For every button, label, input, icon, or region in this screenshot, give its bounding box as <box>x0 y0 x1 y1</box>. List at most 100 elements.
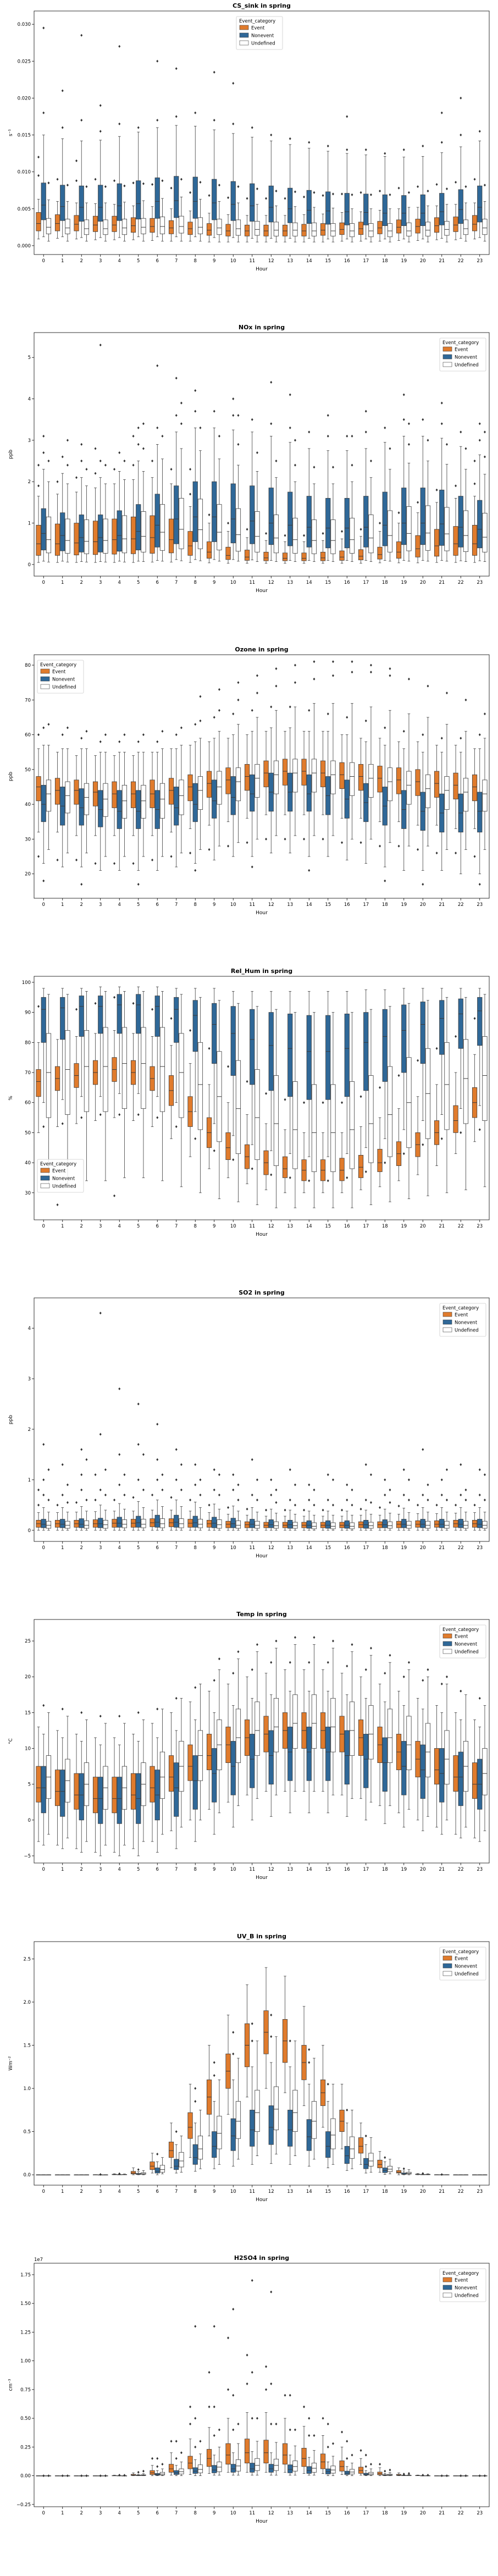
box <box>387 223 393 237</box>
box <box>363 496 369 548</box>
outlier-point <box>478 733 481 736</box>
outlier-point <box>75 476 78 479</box>
outlier-point <box>99 460 102 463</box>
box <box>368 764 374 798</box>
box <box>235 1709 241 1764</box>
outlier-point <box>232 2052 235 2055</box>
outlier-point <box>270 1478 273 1482</box>
legend-swatch <box>442 2292 452 2298</box>
box <box>41 183 46 220</box>
x-tick-label: 2 <box>80 902 83 908</box>
x-tick-label: 16 <box>344 2189 350 2194</box>
outlier-point <box>237 1483 240 1486</box>
outlier-point <box>270 381 273 384</box>
outlier-point <box>237 2422 240 2425</box>
x-tick-label: 23 <box>477 2511 483 2516</box>
box <box>141 2172 146 2175</box>
box <box>358 764 364 791</box>
box <box>363 2158 369 2169</box>
box <box>458 189 463 224</box>
outlier-point <box>364 1170 367 1173</box>
outlier-point <box>194 2445 197 2448</box>
outlier-point <box>213 2060 215 2064</box>
y-tick-label: 60 <box>25 732 31 738</box>
outlier-point <box>189 468 192 471</box>
box <box>150 2161 155 2170</box>
box <box>358 2137 364 2153</box>
box <box>79 1773 84 1821</box>
box <box>230 1518 236 1528</box>
box <box>330 760 336 794</box>
outlier-point <box>251 1458 253 1461</box>
outlier-point <box>455 1035 457 1038</box>
box <box>263 224 269 236</box>
x-tick-label: 17 <box>363 1224 369 1229</box>
x-tick-label: 15 <box>325 1545 331 1551</box>
box <box>130 1773 136 1810</box>
box <box>54 1770 60 1806</box>
outlier-point <box>389 1654 391 1657</box>
outlier-point <box>289 137 291 140</box>
x-tick-label: 9 <box>213 580 215 585</box>
outlier-point <box>137 427 140 430</box>
x-tick-label: 18 <box>382 902 388 908</box>
box <box>406 771 412 805</box>
box <box>453 1105 458 1133</box>
outlier-point <box>189 851 192 854</box>
outlier-point <box>346 1176 348 1179</box>
box <box>273 1521 279 1529</box>
outlier-point <box>322 194 324 197</box>
box <box>477 997 483 1046</box>
y-tick-label: 0.5 <box>23 2129 31 2135</box>
box <box>292 1081 298 1169</box>
outlier-point <box>213 715 215 718</box>
box <box>168 2464 174 2473</box>
outlier-point <box>42 1443 45 1446</box>
outlier-point <box>42 879 45 882</box>
box <box>368 2152 374 2166</box>
outlier-point <box>123 733 126 736</box>
outlier-point <box>384 1493 386 1496</box>
box <box>453 526 458 556</box>
box <box>363 1519 369 1529</box>
outlier-point <box>175 377 178 380</box>
box <box>282 758 288 786</box>
box <box>339 550 345 561</box>
x-tick-label: 10 <box>230 1545 236 1551</box>
outlier-point <box>294 463 296 467</box>
box <box>112 518 117 555</box>
box <box>349 762 355 796</box>
outlier-point <box>294 439 296 442</box>
outlier-point <box>251 1668 253 1671</box>
y-axis-label: °C <box>8 1738 14 1744</box>
outlier-point <box>142 182 145 185</box>
outlier-point <box>313 1636 316 1639</box>
outlier-point <box>189 1499 192 1502</box>
y-tick-label: 40 <box>25 1160 31 1166</box>
outlier-point <box>369 670 372 673</box>
box <box>444 507 450 551</box>
box <box>192 176 198 219</box>
box <box>368 1522 374 1529</box>
box <box>401 1004 407 1073</box>
box <box>330 2118 336 2149</box>
box <box>425 505 431 551</box>
box <box>250 485 255 544</box>
outlier-point <box>331 1503 334 1507</box>
outlier-point <box>303 1508 306 1512</box>
x-tick-label: 8 <box>194 902 197 908</box>
outlier-point <box>460 1131 462 1134</box>
x-tick-label: 19 <box>401 2511 407 2516</box>
y-tick-label: 40 <box>25 802 31 808</box>
outlier-point <box>161 1473 164 1477</box>
box <box>425 1521 431 1529</box>
legend: Event_category Event Nonevent Undefined <box>236 16 283 50</box>
outlier-point <box>94 447 97 450</box>
series-undefined <box>46 401 488 563</box>
x-tick-label: 2 <box>80 2511 83 2516</box>
box <box>320 223 326 236</box>
outlier-point <box>189 1029 192 1032</box>
box <box>420 194 425 226</box>
y-tick-label: 15 <box>25 1711 31 1716</box>
outlier-point <box>265 2388 268 2391</box>
